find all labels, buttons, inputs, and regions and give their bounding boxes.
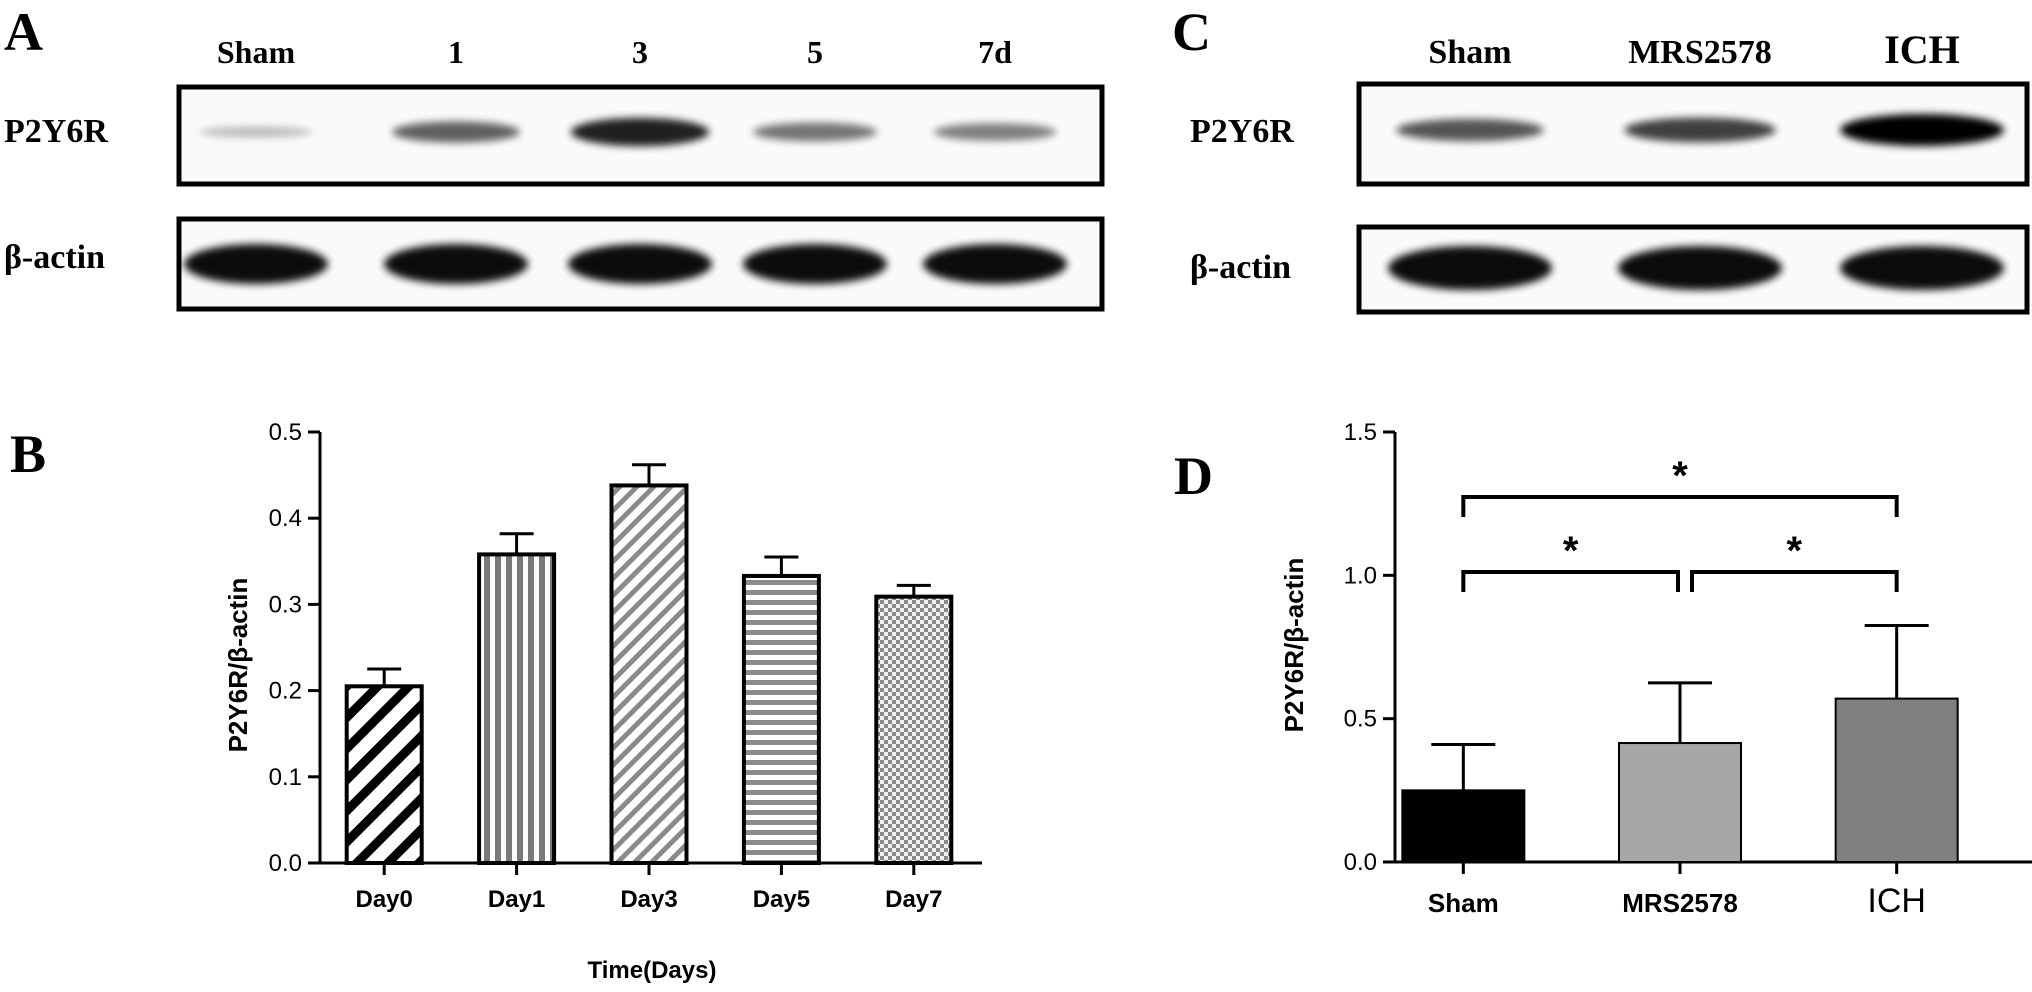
y-tick-label: 1.5 bbox=[1344, 419, 1377, 446]
y-tick-label: 0.0 bbox=[1344, 849, 1377, 876]
x-tick-label: MRS2578 bbox=[1622, 888, 1738, 918]
panel-label-c: C bbox=[1172, 2, 1211, 62]
panel-label-b: B bbox=[10, 424, 46, 484]
blot-c-actin-band bbox=[1840, 246, 2004, 290]
blot-c-p2y6r-band bbox=[1396, 118, 1544, 142]
blot-a-p2y6r-band bbox=[933, 123, 1057, 141]
significance-bracket bbox=[1690, 570, 1899, 592]
significance-bracket bbox=[1461, 570, 1680, 592]
western-blot-a: Sham 1 3 5 7d P2Y6R β-actin bbox=[4, 34, 1105, 312]
blot-a-row-label-p2y6r: P2Y6R bbox=[4, 113, 108, 150]
x-tick-label: Day7 bbox=[885, 886, 942, 913]
blot-a-p2y6r-band bbox=[392, 121, 520, 143]
chart-b-ylabel: P2Y6R/β-actin bbox=[223, 578, 253, 753]
blot-a-p2y6r-band bbox=[199, 126, 313, 138]
blot-c-lane-label: MRS2578 bbox=[1628, 34, 1772, 71]
panel-label-d: D bbox=[1174, 446, 1213, 506]
blot-c-row-label-actin: β-actin bbox=[1190, 249, 1291, 286]
bar-chart-b: P2Y6R/β-actin Time(Days) 0.0 0.1 0.2 0.3 0.4… bbox=[223, 419, 982, 984]
blot-a-actin-band bbox=[184, 244, 328, 284]
blot-c-actin-band bbox=[1618, 246, 1782, 290]
y-tick-label: 0.0 bbox=[269, 850, 302, 877]
blot-c-p2y6r-band bbox=[1840, 114, 2004, 146]
significance-star: * bbox=[1563, 529, 1579, 573]
panel-label-a: A bbox=[4, 2, 43, 62]
x-tick-label: Day5 bbox=[753, 886, 810, 913]
blot-a-actin-band bbox=[743, 244, 887, 284]
bar bbox=[1401, 789, 1526, 863]
bar bbox=[1834, 697, 1959, 863]
bar bbox=[344, 684, 424, 865]
y-tick-label: 0.5 bbox=[269, 419, 302, 446]
blot-c-row-label-p2y6r: P2Y6R bbox=[1190, 113, 1294, 150]
significance-bracket bbox=[1461, 495, 1899, 517]
bar bbox=[1618, 742, 1742, 863]
x-tick-label: Day1 bbox=[488, 886, 545, 913]
blot-c-lane-label: ICH bbox=[1884, 27, 1960, 72]
significance-star: * bbox=[1672, 454, 1688, 498]
bar bbox=[741, 573, 821, 865]
blot-a-actin-band bbox=[923, 244, 1067, 284]
blot-c-actin-band bbox=[1388, 246, 1552, 290]
chart-d-ylabel: P2Y6R/β-actin bbox=[1279, 558, 1309, 733]
x-tick-label: Day3 bbox=[620, 886, 677, 913]
western-blot-c: Sham MRS2578 ICH P2Y6R β-actin bbox=[1190, 27, 2030, 315]
significance-star: * bbox=[1787, 529, 1803, 573]
y-tick-label: 0.1 bbox=[269, 764, 302, 791]
blot-a-lane-label: 1 bbox=[448, 34, 464, 70]
bar bbox=[874, 594, 954, 866]
chart-b-xlabel: Time(Days) bbox=[588, 957, 717, 984]
y-tick-label: 0.4 bbox=[269, 505, 302, 532]
blot-a-actin-band bbox=[384, 244, 528, 284]
x-tick-label: Day0 bbox=[356, 886, 413, 913]
blot-a-lane-label: 3 bbox=[632, 34, 648, 70]
blot-c-p2y6r-band bbox=[1624, 117, 1776, 143]
y-tick-label: 0.3 bbox=[269, 591, 302, 618]
blot-c-lane-label: Sham bbox=[1428, 34, 1511, 71]
blot-a-actin-band bbox=[568, 244, 712, 284]
blot-a-p2y6r-band bbox=[570, 117, 710, 147]
blot-a-p2y6r-band bbox=[752, 122, 878, 142]
bar bbox=[477, 552, 557, 865]
y-tick-label: 1.0 bbox=[1344, 562, 1377, 589]
x-tick-label: ICH bbox=[1867, 882, 1926, 920]
blot-a-lane-label: Sham bbox=[217, 34, 296, 70]
y-tick-label: 0.2 bbox=[269, 678, 302, 705]
y-tick-label: 0.5 bbox=[1344, 706, 1377, 733]
blot-a-lane-label: 7d bbox=[978, 34, 1012, 70]
bar-chart-d: P2Y6R/β-actin 0.0 0.5 1.0 1.5 Sham MRS2578 ICH… bbox=[1279, 419, 2032, 920]
x-tick-label: Sham bbox=[1428, 888, 1499, 918]
blot-a-row-label-actin: β-actin bbox=[4, 239, 105, 276]
bar bbox=[609, 483, 689, 865]
blot-a-lane-label: 5 bbox=[807, 34, 823, 70]
